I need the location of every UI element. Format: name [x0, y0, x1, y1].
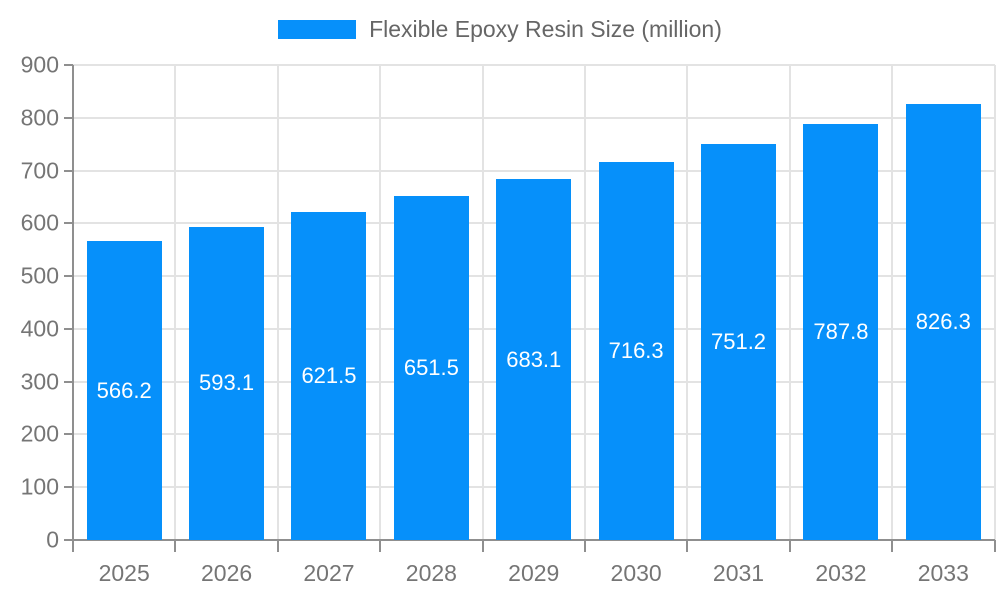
bar-value-label: 716.3	[608, 337, 664, 363]
y-axis-tick-label: 200	[20, 420, 59, 447]
x-gridline	[583, 65, 586, 540]
y-axis-tick	[64, 116, 73, 119]
x-axis-tick-label: 2029	[508, 560, 560, 586]
bar-value-label: 566.2	[96, 377, 152, 403]
x-gridline	[891, 65, 894, 540]
x-gridline	[481, 65, 484, 540]
y-axis-tick	[64, 275, 73, 278]
bar-2026[interactable]	[189, 226, 265, 540]
y-axis-tick	[64, 169, 73, 172]
x-axis-tick-label: 2033	[917, 560, 969, 586]
y-axis-tick	[64, 486, 73, 489]
x-axis-tick-label: 2031	[712, 560, 765, 586]
y-axis-tick	[64, 64, 73, 66]
x-axis-tick-label: 2032	[815, 560, 867, 586]
bar-2028[interactable]	[393, 196, 469, 540]
y-axis-tick	[64, 327, 73, 330]
bar-value-label: 683.1	[506, 346, 562, 372]
x-axis-tick	[72, 540, 74, 552]
x-axis-tick	[276, 540, 279, 552]
y-axis-tick-label: 400	[20, 315, 59, 342]
y-gridline	[73, 116, 995, 119]
x-axis-tick	[891, 540, 894, 552]
x-axis-tick	[993, 540, 996, 552]
y-axis-tick-label: 700	[20, 157, 59, 184]
y-axis-tick-label: 600	[20, 209, 59, 236]
y-gridline	[73, 169, 995, 172]
bar-value-label: 593.1	[199, 370, 255, 396]
x-axis-tick	[788, 540, 791, 552]
bar-value-label: 787.8	[813, 319, 869, 345]
y-axis-tick-label: 500	[20, 262, 59, 289]
y-axis-tick	[64, 222, 73, 225]
bar-value-label: 621.5	[301, 362, 357, 388]
x-axis-tick-label: 2027	[303, 560, 355, 586]
chart-legend[interactable]: Flexible Epoxy Resin Size (million)	[0, 18, 1000, 41]
x-axis-tick-label: 2026	[200, 560, 253, 586]
x-gridline	[993, 65, 996, 540]
x-gridline	[379, 65, 382, 540]
x-axis-tick-label: 2030	[610, 560, 662, 586]
x-axis-tick	[379, 540, 382, 552]
bar-2032[interactable]	[803, 124, 879, 540]
x-axis-tick	[481, 540, 484, 552]
x-axis-tick-label: 2028	[405, 560, 457, 586]
x-gridline	[174, 65, 177, 540]
y-axis-tick-label: 900	[20, 51, 59, 78]
bar-value-label: 826.3	[915, 308, 971, 334]
bar-value-label: 751.2	[710, 328, 767, 354]
x-gridline	[788, 65, 791, 540]
y-axis-tick-label: 800	[20, 104, 59, 131]
x-axis-tick	[174, 540, 177, 552]
bar-value-label: 651.5	[403, 355, 459, 381]
y-axis-tick-label: 0	[46, 526, 59, 553]
x-axis-tick	[686, 540, 689, 552]
x-axis-tick-label: 2025	[98, 560, 150, 586]
x-gridline	[276, 65, 279, 540]
bar-2030[interactable]	[598, 161, 674, 540]
bar-2033[interactable]	[905, 103, 981, 540]
x-axis-tick	[583, 540, 586, 552]
y-axis-tick	[64, 433, 73, 436]
x-gridline	[686, 65, 689, 540]
bar-2031[interactable]	[701, 143, 777, 540]
bar-2025[interactable]	[86, 241, 162, 540]
y-axis-tick-label: 100	[20, 473, 59, 500]
bar-2027[interactable]	[291, 211, 367, 540]
legend-swatch	[278, 20, 357, 39]
legend-label: Flexible Epoxy Resin Size (million)	[369, 16, 722, 42]
y-axis-line	[72, 65, 74, 540]
y-axis-tick-label: 300	[20, 368, 59, 395]
x-axis-line	[64, 539, 995, 541]
y-gridline	[73, 64, 995, 66]
y-axis-tick	[64, 380, 73, 383]
bar-2029[interactable]	[496, 179, 572, 540]
